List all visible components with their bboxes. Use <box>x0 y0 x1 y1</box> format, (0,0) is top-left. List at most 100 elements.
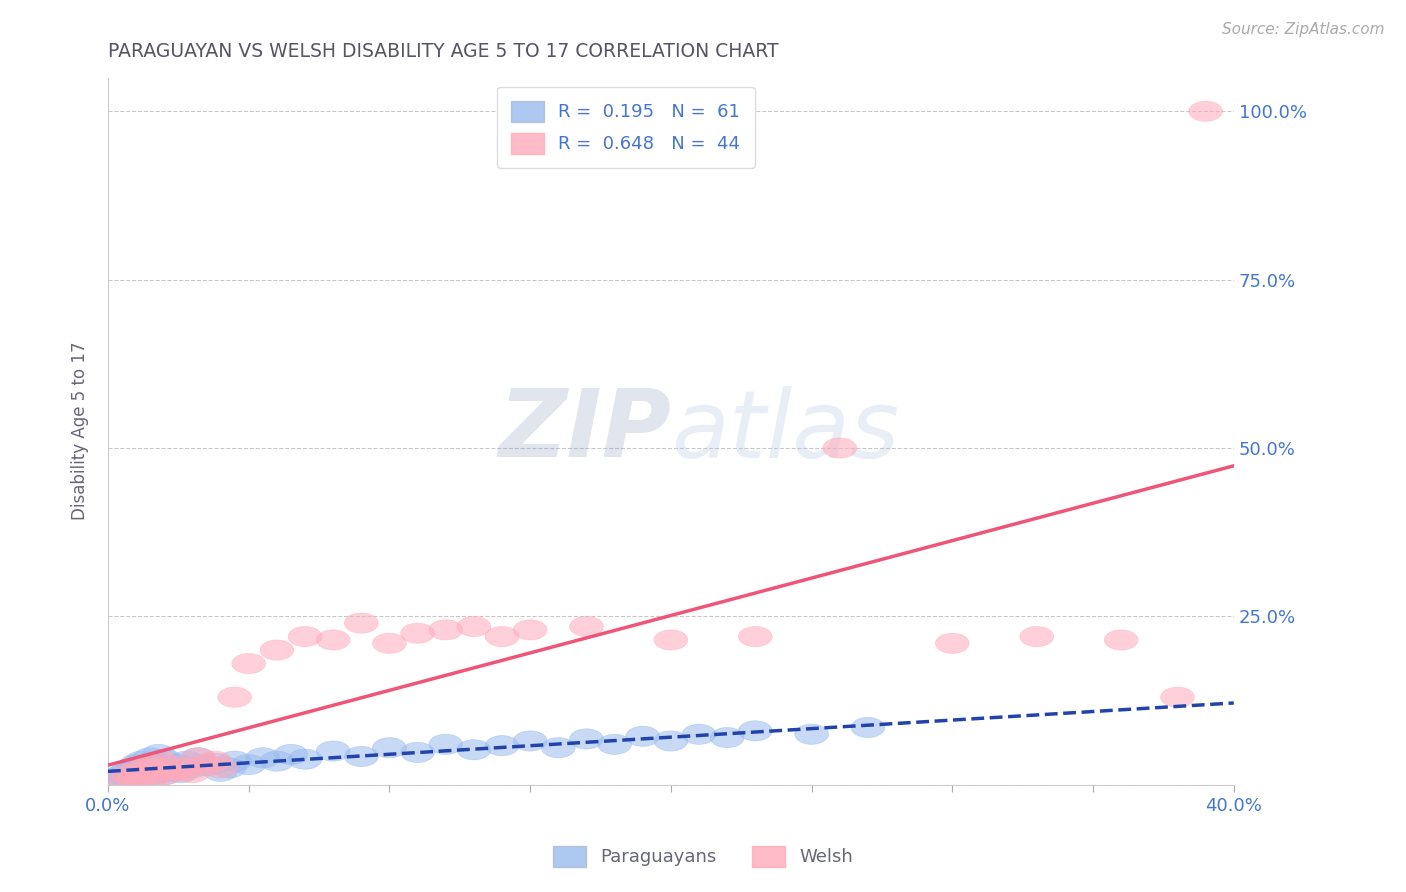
Ellipse shape <box>232 755 266 774</box>
Ellipse shape <box>117 758 150 778</box>
Ellipse shape <box>1104 630 1137 650</box>
Ellipse shape <box>162 755 195 774</box>
Ellipse shape <box>1019 626 1053 647</box>
Ellipse shape <box>541 738 575 758</box>
Ellipse shape <box>181 747 215 768</box>
Ellipse shape <box>260 751 294 772</box>
Ellipse shape <box>100 768 134 789</box>
Text: atlas: atlas <box>671 385 898 476</box>
Ellipse shape <box>134 758 167 778</box>
Ellipse shape <box>654 630 688 650</box>
Ellipse shape <box>114 766 148 787</box>
Ellipse shape <box>316 741 350 761</box>
Ellipse shape <box>128 756 162 776</box>
Ellipse shape <box>136 753 170 773</box>
Ellipse shape <box>111 764 145 785</box>
Ellipse shape <box>274 744 308 764</box>
Ellipse shape <box>128 758 162 778</box>
Ellipse shape <box>139 756 173 776</box>
Ellipse shape <box>120 755 153 774</box>
Ellipse shape <box>139 758 173 778</box>
Ellipse shape <box>344 747 378 766</box>
Ellipse shape <box>142 744 176 764</box>
Legend: Paraguayans, Welsh: Paraguayans, Welsh <box>546 838 860 874</box>
Ellipse shape <box>125 751 159 772</box>
Ellipse shape <box>105 764 139 785</box>
Ellipse shape <box>136 764 170 785</box>
Ellipse shape <box>125 763 159 783</box>
Ellipse shape <box>165 763 198 783</box>
Ellipse shape <box>457 616 491 637</box>
Ellipse shape <box>429 620 463 640</box>
Ellipse shape <box>114 763 148 783</box>
Ellipse shape <box>569 616 603 637</box>
Ellipse shape <box>373 738 406 758</box>
Ellipse shape <box>204 761 238 781</box>
Ellipse shape <box>142 761 176 781</box>
Ellipse shape <box>122 768 156 789</box>
Ellipse shape <box>159 760 193 780</box>
Ellipse shape <box>212 758 246 778</box>
Ellipse shape <box>288 749 322 769</box>
Ellipse shape <box>401 624 434 643</box>
Ellipse shape <box>569 729 603 749</box>
Ellipse shape <box>170 758 204 778</box>
Ellipse shape <box>851 717 884 738</box>
Ellipse shape <box>145 760 179 780</box>
Ellipse shape <box>654 731 688 751</box>
Ellipse shape <box>108 769 142 789</box>
Ellipse shape <box>373 633 406 654</box>
Ellipse shape <box>134 747 167 768</box>
Text: ZIP: ZIP <box>498 385 671 477</box>
Ellipse shape <box>429 734 463 755</box>
Ellipse shape <box>128 766 162 787</box>
Ellipse shape <box>148 749 181 769</box>
Ellipse shape <box>246 747 280 768</box>
Ellipse shape <box>170 751 204 772</box>
Ellipse shape <box>117 769 150 789</box>
Ellipse shape <box>485 736 519 756</box>
Ellipse shape <box>682 724 716 744</box>
Ellipse shape <box>120 768 153 789</box>
Ellipse shape <box>156 761 190 781</box>
Ellipse shape <box>136 766 170 787</box>
Text: Source: ZipAtlas.com: Source: ZipAtlas.com <box>1222 22 1385 37</box>
Ellipse shape <box>105 772 139 791</box>
Ellipse shape <box>134 755 167 774</box>
Ellipse shape <box>176 763 209 783</box>
Ellipse shape <box>710 728 744 747</box>
Ellipse shape <box>218 751 252 772</box>
Ellipse shape <box>181 747 215 768</box>
Ellipse shape <box>316 630 350 650</box>
Ellipse shape <box>344 613 378 633</box>
Ellipse shape <box>120 761 153 781</box>
Ellipse shape <box>198 753 232 773</box>
Ellipse shape <box>142 763 176 783</box>
Ellipse shape <box>401 742 434 763</box>
Ellipse shape <box>131 764 165 785</box>
Ellipse shape <box>122 764 156 785</box>
Ellipse shape <box>153 758 187 778</box>
Ellipse shape <box>485 626 519 647</box>
Ellipse shape <box>148 764 181 785</box>
Ellipse shape <box>145 751 179 772</box>
Ellipse shape <box>153 756 187 776</box>
Ellipse shape <box>738 721 772 741</box>
Ellipse shape <box>598 734 631 755</box>
Ellipse shape <box>190 755 224 774</box>
Legend: R =  0.195   N =  61, R =  0.648   N =  44: R = 0.195 N = 61, R = 0.648 N = 44 <box>496 87 755 168</box>
Ellipse shape <box>198 751 232 772</box>
Ellipse shape <box>1188 101 1223 121</box>
Ellipse shape <box>232 654 266 673</box>
Ellipse shape <box>111 761 145 781</box>
Ellipse shape <box>260 640 294 660</box>
Ellipse shape <box>626 726 659 747</box>
Text: PARAGUAYAN VS WELSH DISABILITY AGE 5 TO 17 CORRELATION CHART: PARAGUAYAN VS WELSH DISABILITY AGE 5 TO … <box>108 42 779 61</box>
Ellipse shape <box>1160 687 1194 707</box>
Ellipse shape <box>218 687 252 707</box>
Ellipse shape <box>125 763 159 783</box>
Ellipse shape <box>176 758 209 778</box>
Ellipse shape <box>823 438 856 458</box>
Ellipse shape <box>204 758 238 778</box>
Y-axis label: Disability Age 5 to 17: Disability Age 5 to 17 <box>72 342 89 520</box>
